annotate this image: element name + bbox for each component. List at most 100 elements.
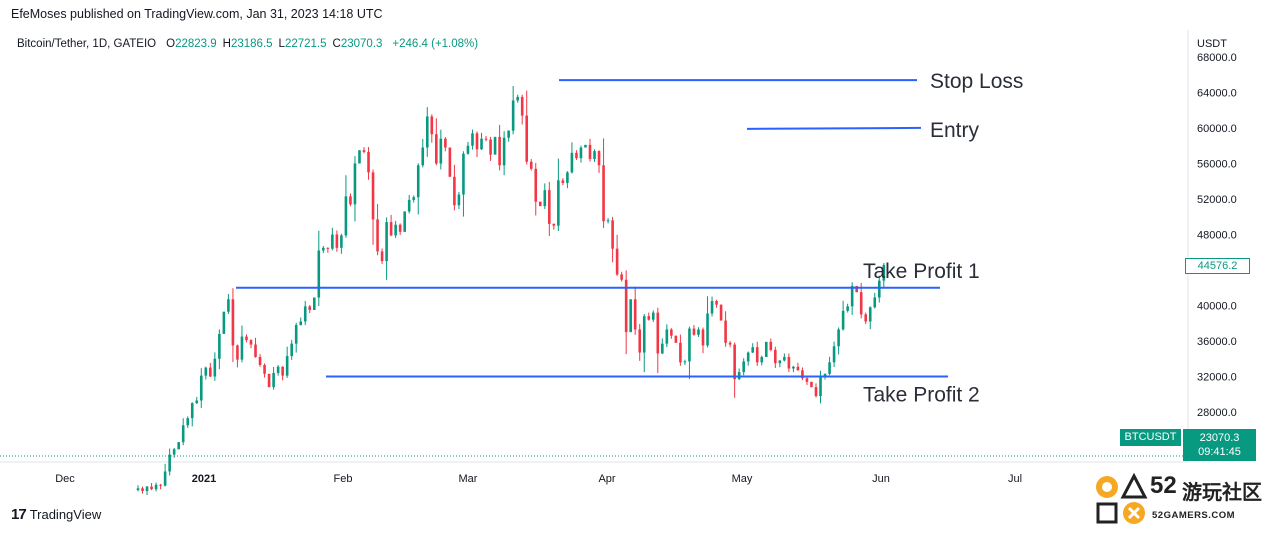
- price-tick-label: 56000.0: [1197, 159, 1237, 171]
- candle-body: [376, 219, 379, 252]
- candle-body: [679, 342, 682, 363]
- candle-body: [163, 471, 167, 486]
- candle-body: [661, 343, 664, 354]
- candle-body: [778, 360, 782, 364]
- candle-body: [764, 341, 768, 357]
- candle-body: [502, 137, 506, 166]
- price-tick-label: 28000.0: [1197, 407, 1237, 419]
- candle-body: [462, 153, 465, 195]
- candle-body: [792, 366, 795, 369]
- candle-body: [760, 356, 764, 363]
- candle-body: [430, 116, 434, 135]
- candle-body: [597, 151, 601, 166]
- price-tick-label: 68000.0: [1197, 52, 1237, 64]
- annotation-label: Take Profit 2: [863, 384, 980, 407]
- candle-body: [575, 152, 578, 159]
- candle-body: [222, 311, 226, 334]
- annotation-label: Entry: [930, 119, 980, 142]
- candle-body: [855, 285, 858, 293]
- price-tick-label: 48000.0: [1197, 230, 1237, 242]
- watermark-site: 52GAMERS.COM: [1152, 510, 1236, 521]
- candle-body: [145, 486, 149, 491]
- symbol-title[interactable]: Bitcoin/Tether, 1D, GATEIO: [17, 38, 157, 50]
- candle-body: [299, 321, 303, 326]
- candle-body: [588, 144, 592, 160]
- publisher-line: EfeMoses published on TradingView.com, J…: [11, 7, 383, 21]
- current-price-tag: 23070.3 09:41:45: [1183, 429, 1256, 461]
- candle-body: [801, 370, 804, 379]
- candle-body: [706, 313, 709, 346]
- price-tick-label: 32000.0: [1197, 372, 1237, 384]
- candle-body: [624, 279, 628, 333]
- price-tick-label: 36000.0: [1197, 336, 1237, 348]
- candle-body: [774, 349, 777, 364]
- candle-body: [783, 356, 786, 361]
- time-tick-label: Feb: [334, 473, 353, 485]
- candle-body: [615, 248, 619, 275]
- candle-body: [719, 304, 723, 321]
- tradingview-logo[interactable]: 17 TradingView: [11, 506, 101, 523]
- candle-body: [190, 403, 194, 419]
- candle-body: [416, 165, 420, 198]
- time-axis[interactable]: Dec 2021 Feb Mar Apr May Jun Jul: [55, 473, 1022, 485]
- candle-body: [263, 364, 266, 374]
- candle-body: [805, 378, 809, 382]
- candle-body: [425, 116, 429, 148]
- candle-body: [439, 138, 443, 164]
- candle-body: [457, 194, 461, 206]
- candle-body: [294, 325, 298, 344]
- candle-body: [398, 224, 402, 232]
- candle-body: [317, 250, 321, 298]
- candle-body: [227, 299, 230, 312]
- candle-body: [358, 150, 361, 164]
- candle-body: [475, 133, 479, 150]
- candle-body: [367, 151, 370, 173]
- candle-body: [746, 352, 750, 362]
- candle-body: [629, 299, 632, 333]
- candle-body: [195, 400, 199, 404]
- candle-body: [335, 234, 339, 248]
- candle-body: [199, 375, 203, 401]
- candle-body: [674, 335, 678, 343]
- candle-body: [349, 196, 352, 205]
- candle-body: [322, 247, 325, 251]
- candle-body: [484, 138, 488, 140]
- candle-body: [254, 344, 257, 357]
- candle-body: [733, 344, 736, 380]
- bar-countdown: 09:41:45: [1198, 446, 1241, 458]
- candle-body: [448, 147, 452, 177]
- candle-body: [209, 367, 212, 377]
- candle-body: [552, 223, 556, 226]
- candle-body: [620, 274, 623, 280]
- candle-body: [344, 196, 348, 236]
- candle-body: [245, 336, 248, 341]
- candle-body: [823, 373, 827, 376]
- legend-close: C23070.3: [332, 38, 383, 50]
- candle-body: [769, 341, 773, 350]
- ohlc-legend: Bitcoin/Tether, 1D, GATEIO O22823.9 H231…: [17, 38, 478, 50]
- candle-body: [331, 234, 334, 249]
- candle-body: [285, 356, 289, 376]
- candle-body: [850, 285, 854, 307]
- candle-body: [877, 280, 881, 298]
- candle-body: [312, 297, 316, 310]
- candle-body: [516, 96, 519, 101]
- candle-body: [538, 201, 542, 207]
- candle-body: [841, 310, 845, 330]
- candle-body: [181, 425, 185, 443]
- candle-body: [507, 130, 510, 138]
- candle-body: [236, 345, 239, 360]
- candle-body: [177, 442, 180, 450]
- candle-body: [525, 115, 529, 162]
- candle-body: [231, 299, 235, 346]
- candle-body: [548, 190, 551, 224]
- candle-body: [751, 347, 755, 353]
- annotations-group: Stop Loss Entry Take Profit 1 Take Profit 2: [236, 70, 1023, 407]
- candle-body: [204, 367, 208, 376]
- legend-low: L22721.5: [278, 38, 327, 50]
- candle-body: [873, 297, 877, 308]
- price-axis[interactable]: 28000.032000.036000.040000.044000.048000…: [1197, 52, 1237, 419]
- legend-open: O22823.9: [166, 38, 217, 50]
- price-tick-label: 52000.0: [1197, 194, 1237, 206]
